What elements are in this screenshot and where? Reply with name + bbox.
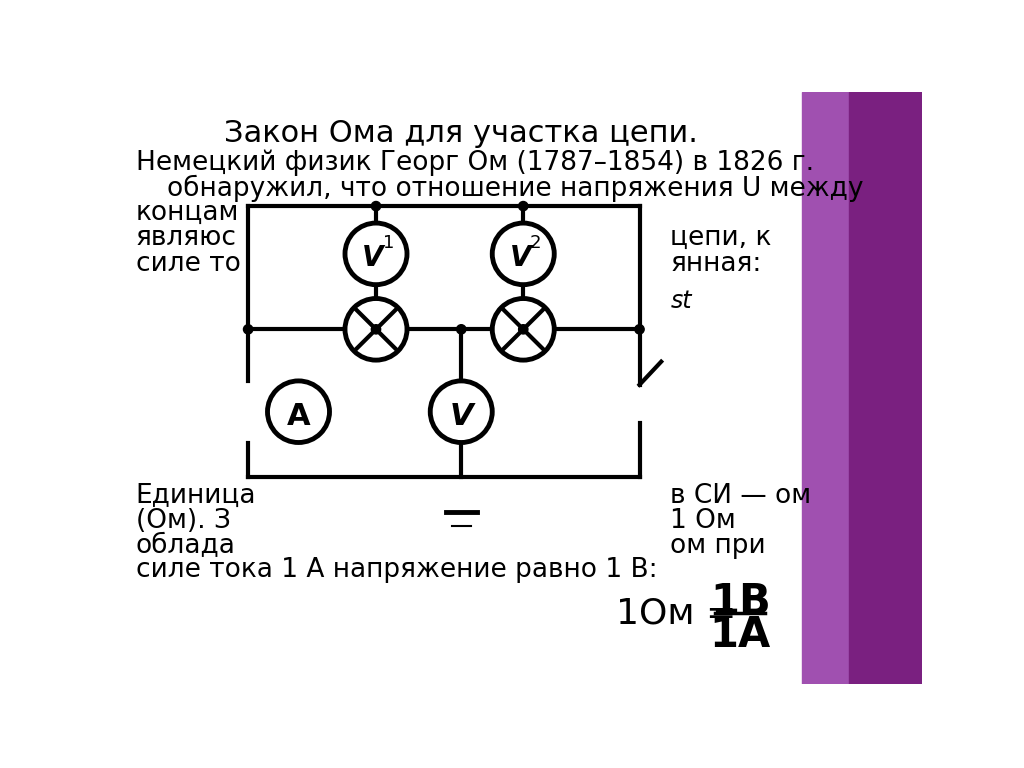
Text: силе тока 1 А напряжение равно 1 В:: силе тока 1 А напряжение равно 1 В: — [136, 558, 657, 583]
Text: 1: 1 — [383, 234, 394, 252]
Circle shape — [267, 381, 330, 442]
Circle shape — [372, 325, 381, 334]
Text: V: V — [362, 244, 384, 273]
Text: (Ом). З: (Ом). З — [136, 508, 230, 534]
Circle shape — [372, 201, 381, 210]
Text: облада: облада — [136, 532, 236, 558]
Text: 2: 2 — [529, 234, 542, 252]
Text: в СИ — ом: в СИ — ом — [671, 483, 812, 509]
Circle shape — [457, 325, 466, 334]
Text: силе то: силе то — [136, 251, 241, 276]
Text: 1А: 1А — [710, 614, 771, 656]
Text: А: А — [287, 402, 310, 431]
Text: 1В: 1В — [710, 581, 771, 623]
Text: обнаружил, что отношение напряжения U между: обнаружил, что отношение напряжения U ме… — [167, 174, 863, 202]
Text: являюс: являюс — [136, 225, 237, 251]
Circle shape — [430, 381, 493, 442]
Text: концам: концам — [136, 200, 240, 226]
Text: Единица: Единица — [136, 483, 256, 509]
Circle shape — [518, 201, 528, 210]
Circle shape — [244, 325, 253, 334]
Text: V: V — [509, 244, 530, 273]
Circle shape — [493, 223, 554, 285]
Text: ом при: ом при — [671, 532, 766, 558]
Circle shape — [345, 299, 407, 360]
Text: V: V — [450, 402, 473, 431]
Circle shape — [345, 223, 407, 285]
Text: 1Ом =: 1Ом = — [616, 597, 736, 631]
Text: Немецкий физик Георг Ом (1787–1854) в 1826 г.: Немецкий физик Георг Ом (1787–1854) в 18… — [136, 150, 814, 177]
Circle shape — [493, 299, 554, 360]
Circle shape — [518, 325, 528, 334]
Text: янная:: янная: — [671, 251, 762, 276]
Bar — [849, 92, 922, 684]
Text: st: st — [671, 289, 692, 313]
Text: 1 Ом: 1 Ом — [671, 508, 736, 534]
Bar — [802, 92, 922, 684]
Text: цепи, к: цепи, к — [671, 225, 772, 251]
Text: Закон Ома для участка цепи.: Закон Ома для участка цепи. — [224, 119, 698, 148]
Circle shape — [635, 325, 644, 334]
